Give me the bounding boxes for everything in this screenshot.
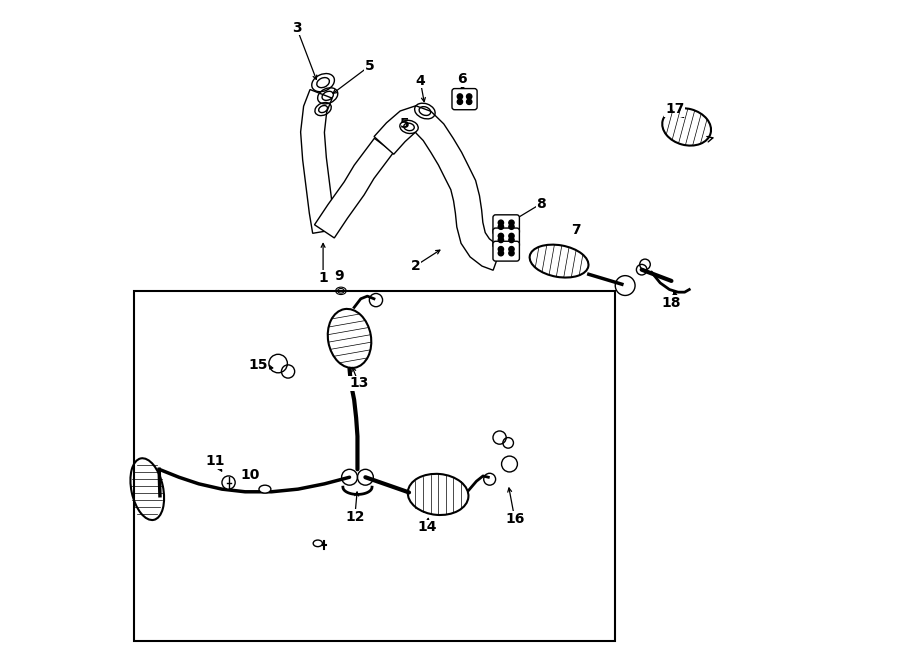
FancyBboxPatch shape <box>493 228 519 248</box>
Text: 17: 17 <box>665 102 684 116</box>
Circle shape <box>499 251 503 256</box>
Text: 9: 9 <box>334 269 344 284</box>
Circle shape <box>457 99 463 104</box>
Bar <box>134 291 616 641</box>
Ellipse shape <box>313 540 322 547</box>
Text: 5: 5 <box>400 117 410 132</box>
Circle shape <box>508 224 514 229</box>
Text: 4: 4 <box>416 73 425 88</box>
Circle shape <box>508 251 514 256</box>
Text: 2: 2 <box>410 258 420 273</box>
Text: 13: 13 <box>349 376 368 391</box>
Circle shape <box>457 94 463 99</box>
PathPatch shape <box>301 89 336 233</box>
Text: 11: 11 <box>205 454 225 469</box>
Circle shape <box>499 237 503 243</box>
FancyBboxPatch shape <box>493 241 519 261</box>
Text: 1: 1 <box>319 270 328 285</box>
Text: 6: 6 <box>457 72 467 87</box>
Circle shape <box>466 99 472 104</box>
Text: 10: 10 <box>240 467 260 482</box>
Text: 15: 15 <box>248 358 268 372</box>
Text: 12: 12 <box>345 510 364 524</box>
Text: 3: 3 <box>292 20 302 35</box>
Text: 16: 16 <box>505 512 525 526</box>
Circle shape <box>499 247 503 252</box>
PathPatch shape <box>314 138 393 238</box>
Circle shape <box>499 233 503 239</box>
Text: 8: 8 <box>536 196 546 211</box>
Circle shape <box>499 224 503 229</box>
Text: 18: 18 <box>662 295 681 310</box>
Circle shape <box>499 220 503 225</box>
Text: 14: 14 <box>417 520 436 535</box>
Text: 5: 5 <box>364 59 374 73</box>
Circle shape <box>508 220 514 225</box>
Ellipse shape <box>259 485 271 493</box>
FancyBboxPatch shape <box>493 215 519 235</box>
Circle shape <box>508 233 514 239</box>
FancyBboxPatch shape <box>452 89 477 110</box>
Circle shape <box>508 237 514 243</box>
Circle shape <box>508 247 514 252</box>
Circle shape <box>222 476 235 489</box>
PathPatch shape <box>374 106 502 270</box>
Circle shape <box>466 94 472 99</box>
Text: 7: 7 <box>571 223 580 237</box>
